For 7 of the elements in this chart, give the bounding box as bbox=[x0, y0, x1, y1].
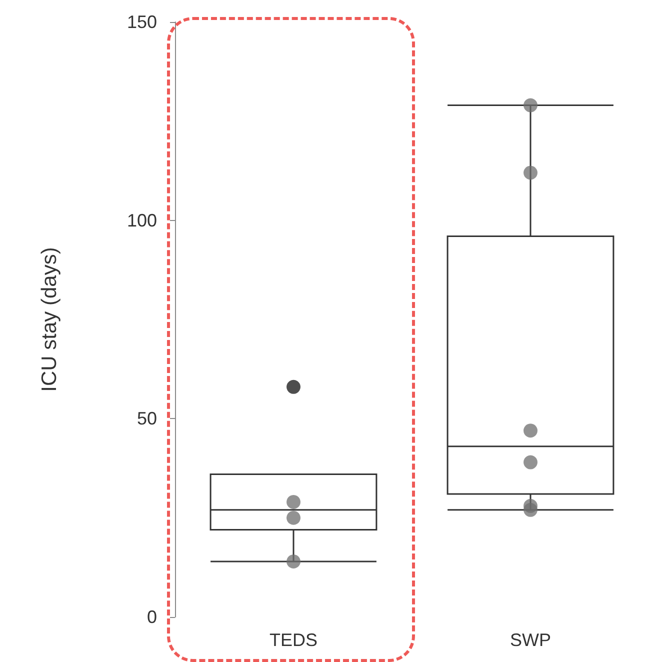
y-tick-label: 100 bbox=[126, 210, 157, 230]
y-tick-label: 0 bbox=[146, 607, 157, 627]
y-tick-label: 150 bbox=[126, 12, 157, 32]
x-tick-label: TEDS bbox=[269, 630, 318, 650]
x-tick-label: SWP bbox=[510, 630, 552, 650]
y-axis-title: ICU stay (days) bbox=[38, 247, 61, 392]
y-tick-label: 50 bbox=[136, 408, 157, 429]
